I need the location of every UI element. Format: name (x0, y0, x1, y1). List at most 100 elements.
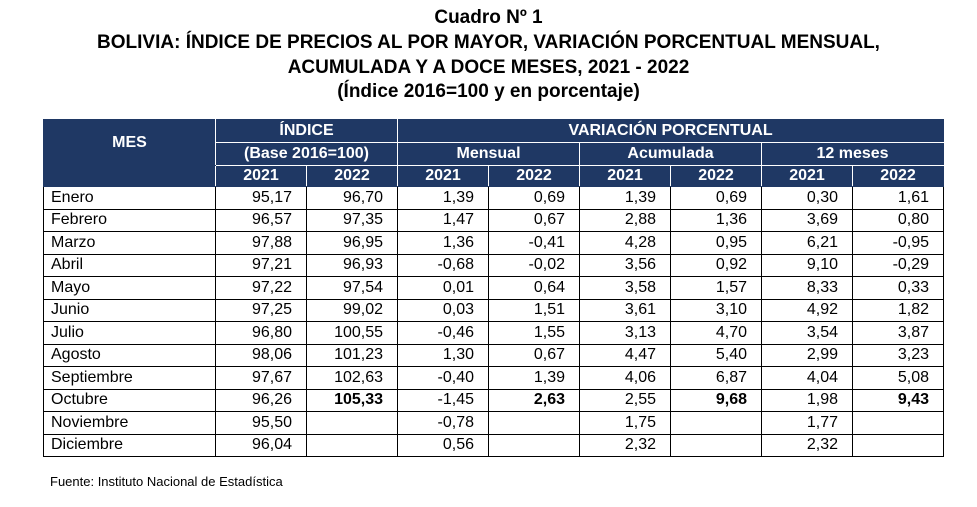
value-cell: 0,33 (852, 276, 945, 300)
header-acumulada: Acumulada (579, 142, 763, 166)
value-cell: 3,61 (579, 299, 672, 322)
month-cell: Octubre (43, 389, 216, 412)
table-subtitle: (Índice 2016=100 y en porcentaje) (337, 81, 640, 102)
value-cell: 4,47 (579, 344, 672, 367)
value-cell: 3,54 (761, 321, 854, 345)
month-cell: Noviembre (43, 411, 216, 435)
value-cell: -0,41 (488, 231, 581, 255)
table-row: Mayo 97,22 97,54 0,01 0,64 3,58 1,57 8,33 0,33 (43, 276, 945, 300)
table-row: Abril 97,21 96,93 -0,68 -0,02 3,56 0,92 9,10 -0,… (43, 254, 945, 277)
value-cell: 2,99 (761, 344, 854, 367)
value-cell: 0,92 (670, 254, 763, 277)
value-cell: 0,69 (670, 186, 763, 210)
table-number: Cuadro Nº 1 (434, 7, 543, 28)
month-cell: Marzo (43, 231, 216, 255)
header-12-meses: 12 meses (761, 142, 945, 166)
value-cell: 0,67 (488, 209, 581, 232)
value-cell: 97,88 (215, 231, 307, 255)
table-row: Septiembre 97,67 102,63 -0,40 1,39 4,06 6,87 4,… (43, 366, 945, 390)
value-cell: -0,68 (397, 254, 490, 277)
value-cell: 4,92 (761, 299, 854, 322)
month-cell: Junio (43, 299, 216, 322)
header-year: 2022 (852, 165, 945, 187)
value-cell: 3,69 (761, 209, 854, 232)
value-cell: 0,64 (488, 276, 581, 300)
month-cell: Septiembre (43, 366, 216, 390)
value-cell: 4,70 (670, 321, 763, 345)
value-cell: 96,95 (305, 231, 399, 255)
value-cell: 2,88 (579, 209, 672, 232)
header-mes: MES (43, 119, 216, 166)
value-cell: 97,25 (215, 299, 307, 322)
value-cell: 4,28 (579, 231, 672, 255)
month-cell: Febrero (43, 209, 216, 232)
value-cell: 105,33 (305, 389, 399, 412)
value-cell: 96,80 (215, 321, 307, 345)
value-cell: 1,55 (488, 321, 581, 345)
value-cell: 1,39 (579, 186, 672, 210)
value-cell: 0,67 (488, 344, 581, 367)
month-cell: Mayo (43, 276, 216, 300)
value-cell: 98,06 (215, 344, 307, 367)
value-cell (488, 434, 581, 457)
month-cell: Enero (43, 186, 216, 210)
value-cell: 1,30 (397, 344, 490, 367)
table-row: Junio 97,25 99,02 0,03 1,51 3,61 3,10 4,92 1,82 (43, 299, 945, 322)
value-cell: 3,87 (852, 321, 945, 345)
table-title-line-2: ACUMULADA Y A DOCE MESES, 2021 - 2022 (287, 57, 690, 78)
value-cell: 3,56 (579, 254, 672, 277)
source-note: Fuente: Instituto Nacional de Estadístic… (50, 474, 283, 489)
value-cell: 0,01 (397, 276, 490, 300)
value-cell: 2,55 (579, 389, 672, 412)
table-row: Noviembre 95,50 -0,78 1,75 1,77 (43, 411, 945, 435)
value-cell: 3,58 (579, 276, 672, 300)
value-cell: 8,33 (761, 276, 854, 300)
month-cell: Diciembre (43, 434, 216, 457)
value-cell: 96,93 (305, 254, 399, 277)
value-cell: 96,04 (215, 434, 307, 457)
value-cell: 1,77 (761, 411, 854, 435)
value-cell: 3,13 (579, 321, 672, 345)
header-year: 2021 (215, 165, 307, 187)
header-year: 2022 (305, 165, 399, 187)
value-cell: 100,55 (305, 321, 399, 345)
value-cell (305, 434, 399, 457)
value-cell: 95,17 (215, 186, 307, 210)
value-cell: 3,23 (852, 344, 945, 367)
value-cell: 9,10 (761, 254, 854, 277)
month-cell: Julio (43, 321, 216, 345)
table-title-line-1: BOLIVIA: ÍNDICE DE PRECIOS AL POR MAYOR,… (97, 32, 880, 53)
value-cell: 95,50 (215, 411, 307, 435)
header-year: 2021 (761, 165, 854, 187)
value-cell: 0,30 (761, 186, 854, 210)
value-cell: -0,02 (488, 254, 581, 277)
value-cell: 9,68 (670, 389, 763, 412)
header-indice-base: (Base 2016=100) (214, 142, 399, 166)
value-cell: 1,57 (670, 276, 763, 300)
value-cell (852, 434, 945, 457)
value-cell: 0,56 (397, 434, 490, 457)
value-cell: 99,02 (305, 299, 399, 322)
value-cell: 0,03 (397, 299, 490, 322)
table-row: Agosto 98,06 101,23 1,30 0,67 4,47 5,40 2,99 3,2… (43, 344, 945, 367)
value-cell: 1,36 (397, 231, 490, 255)
header-year: 2022 (670, 165, 763, 187)
month-cell: Abril (43, 254, 216, 277)
value-cell: 0,95 (670, 231, 763, 255)
value-cell: 96,70 (305, 186, 399, 210)
value-cell: 1,82 (852, 299, 945, 322)
value-cell: 0,69 (488, 186, 581, 210)
value-cell: 1,39 (488, 366, 581, 390)
value-cell: 97,54 (305, 276, 399, 300)
table-row: Octubre 96,26 105,33 -1,45 2,63 2,55 9,68 1,98 9… (43, 389, 945, 412)
value-cell: 102,63 (305, 366, 399, 390)
value-cell: 2,63 (488, 389, 581, 412)
value-cell: 1,47 (397, 209, 490, 232)
value-cell: 9,43 (852, 389, 945, 412)
value-cell: 96,26 (215, 389, 307, 412)
value-cell: -0,40 (397, 366, 490, 390)
header-year: 2021 (579, 165, 672, 187)
value-cell: 4,06 (579, 366, 672, 390)
value-cell (305, 411, 399, 435)
price-index-table: MES ÍNDICE VARIACIÓN PORCENTUAL (Base 20… (43, 119, 945, 457)
